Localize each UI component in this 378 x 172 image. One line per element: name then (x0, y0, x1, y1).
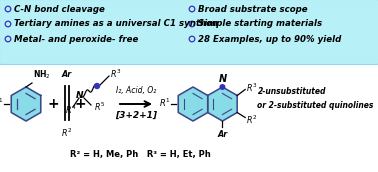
Polygon shape (178, 87, 208, 121)
FancyBboxPatch shape (0, 0, 378, 64)
Text: I₂, Acid, O₂: I₂, Acid, O₂ (116, 86, 156, 95)
Text: Simple starting materials: Simple starting materials (198, 19, 322, 29)
Text: $R^1$: $R^1$ (159, 97, 171, 109)
Text: NH$_2$: NH$_2$ (33, 68, 51, 81)
Text: Metal- and peroxide- free: Metal- and peroxide- free (14, 35, 138, 44)
Text: $R^3$: $R^3$ (246, 81, 257, 94)
Text: N: N (76, 90, 84, 99)
Polygon shape (11, 87, 41, 121)
Text: $R^1$: $R^1$ (0, 97, 4, 109)
Text: $R^4$: $R^4$ (65, 104, 77, 116)
Text: Broad substrate scope: Broad substrate scope (198, 4, 308, 13)
Text: $R^2$: $R^2$ (246, 113, 257, 126)
Text: 2-unsubstituted: 2-unsubstituted (257, 88, 326, 96)
Polygon shape (208, 87, 237, 121)
Circle shape (220, 84, 225, 90)
Text: $R^5$: $R^5$ (94, 101, 105, 113)
Text: [3+2+1]: [3+2+1] (115, 111, 157, 120)
Text: $R^3$: $R^3$ (110, 68, 121, 80)
Text: R² = H, Me, Ph   R³ = H, Et, Ph: R² = H, Me, Ph R³ = H, Et, Ph (70, 149, 211, 159)
Text: C-N bond cleavage: C-N bond cleavage (14, 4, 105, 13)
Text: N: N (218, 74, 226, 84)
Circle shape (94, 83, 100, 89)
Text: $R^2$: $R^2$ (61, 127, 73, 139)
Text: +: + (74, 97, 86, 111)
Text: 28 Examples, up to 90% yield: 28 Examples, up to 90% yield (198, 35, 341, 44)
Text: Tertiary amines as a universal C1 synthon: Tertiary amines as a universal C1 syntho… (14, 19, 218, 29)
Text: or 2-substituted quinolines: or 2-substituted quinolines (257, 101, 374, 110)
Text: Ar: Ar (217, 130, 228, 139)
Text: Ar: Ar (62, 70, 72, 79)
Text: +: + (47, 97, 59, 111)
